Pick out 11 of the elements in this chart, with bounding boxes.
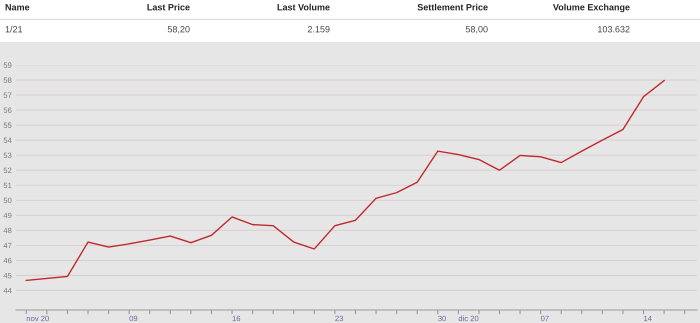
line-series: [26, 80, 665, 282]
text: 58,20: [168, 26, 190, 34]
text: Last Volume: [278, 4, 330, 10]
text: Last Price: [147, 4, 190, 10]
text: 1/21: [6, 26, 22, 32]
text: 58,00: [466, 26, 488, 34]
text: Settlement Price: [418, 4, 488, 10]
text: 103.632: [598, 26, 630, 32]
text: Name: [6, 4, 30, 10]
text: 2.159: [308, 26, 330, 32]
text: Volume Exchange: [552, 4, 630, 12]
